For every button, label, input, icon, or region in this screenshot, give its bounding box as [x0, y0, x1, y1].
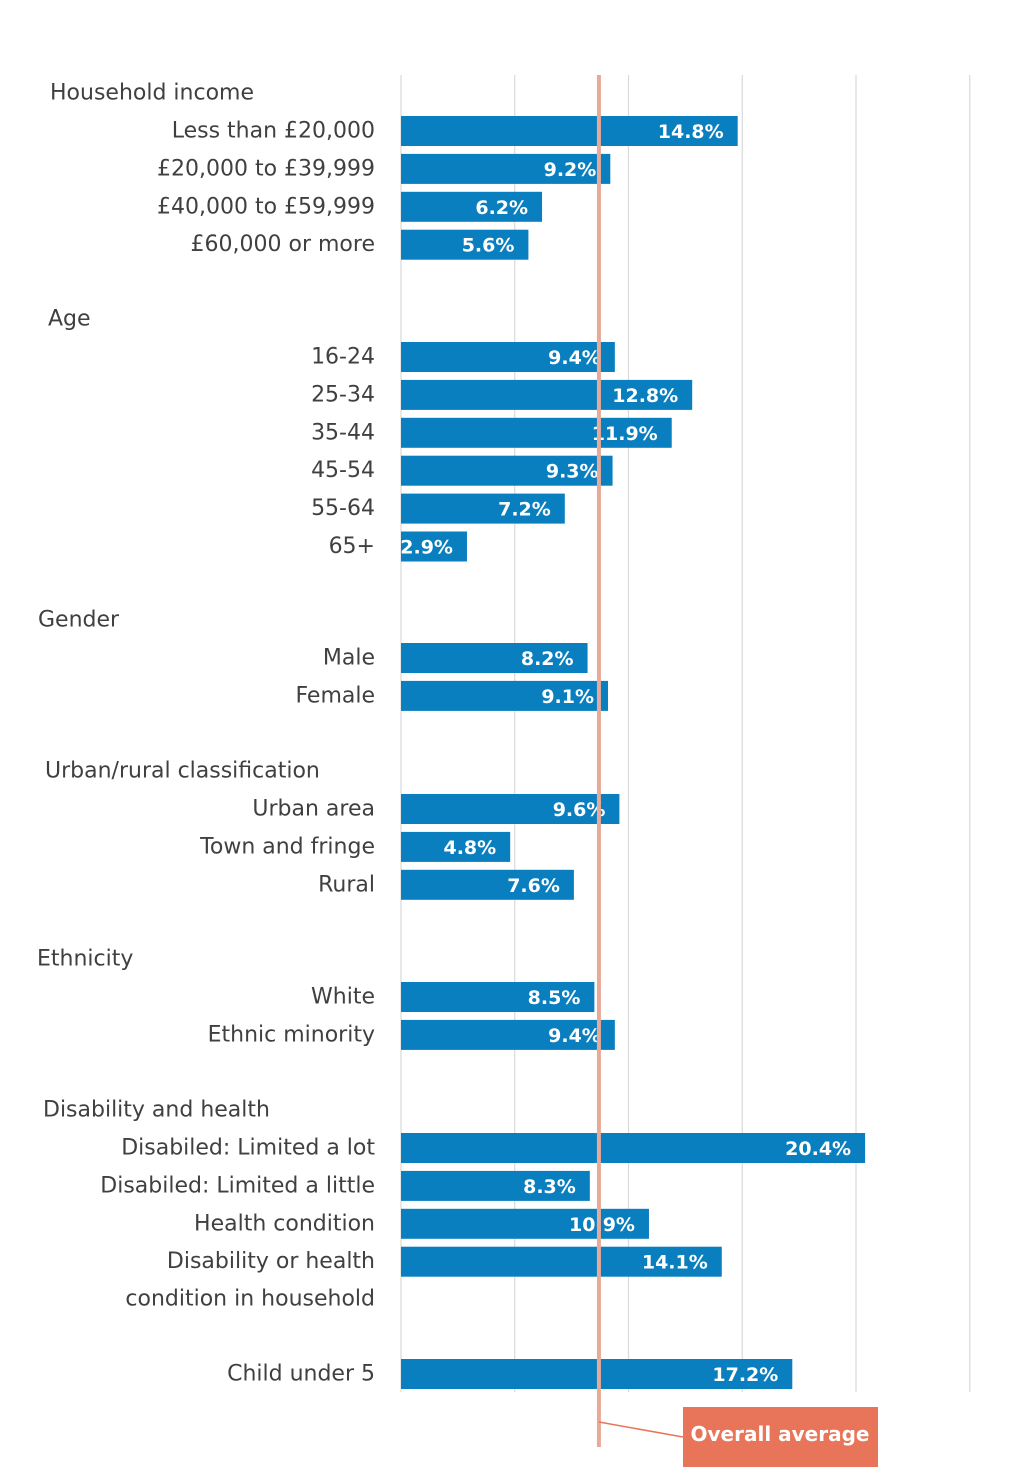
data-label: 5.6%: [462, 235, 515, 257]
data-label: 9.2%: [544, 159, 597, 181]
category-label: Ethnic minority: [208, 1022, 375, 1047]
data-label: 8.3%: [523, 1176, 576, 1198]
category-label: White: [311, 985, 375, 1010]
bar: [401, 1133, 866, 1163]
data-label: 2.9%: [400, 537, 453, 559]
data-label: 8.2%: [521, 648, 574, 670]
group-title: Urban/rural classification: [45, 759, 320, 784]
data-label: 12.8%: [612, 385, 678, 407]
group-title: Ethnicity: [37, 947, 133, 972]
group-title: Age: [48, 307, 91, 332]
group-title: Gender: [38, 608, 120, 633]
category-label: Town and fringe: [199, 834, 375, 859]
bar: [401, 531, 467, 562]
data-label: 17.2%: [712, 1364, 778, 1386]
data-label: 9.3%: [546, 461, 599, 483]
category-label: Female: [295, 683, 375, 708]
data-label: 14.8%: [658, 121, 724, 143]
category-label: Rural: [318, 872, 375, 897]
category-label: condition in household: [125, 1287, 375, 1312]
bar: [401, 831, 511, 862]
bar: [401, 982, 595, 1012]
data-label: 10.9%: [569, 1214, 635, 1236]
data-label: 11.9%: [592, 423, 658, 445]
bar: [401, 191, 543, 222]
category-label: 35-44: [311, 420, 375, 445]
bar: [401, 1359, 793, 1389]
data-label: 20.4%: [785, 1138, 851, 1160]
category-label: 55-64: [311, 496, 375, 521]
category-label: 65+: [329, 534, 375, 559]
bar: [401, 417, 672, 448]
group-title: Household income: [50, 81, 254, 106]
bar: [401, 342, 615, 372]
bar: [401, 116, 738, 146]
bar: [401, 1019, 615, 1050]
category-label: £60,000 or more: [191, 232, 375, 257]
bar: [401, 153, 611, 184]
category-label: Disabiled: Limited a little: [100, 1173, 375, 1198]
data-label: 9.4%: [548, 347, 601, 369]
data-label: 4.8%: [443, 837, 496, 859]
data-label: 9.4%: [548, 1025, 601, 1047]
group-title: Disability and health: [43, 1098, 270, 1123]
bar: [401, 1170, 590, 1201]
data-label: 8.5%: [528, 987, 581, 1009]
overall-average-box: [683, 1407, 878, 1467]
bar: [401, 1208, 649, 1239]
category-label: £20,000 to £39,999: [157, 156, 375, 181]
bar: [401, 493, 565, 524]
category-label: £40,000 to £59,999: [157, 194, 375, 219]
data-label: 6.2%: [475, 197, 528, 219]
data-label: 9.6%: [553, 799, 606, 821]
category-label: 16-24: [311, 345, 375, 370]
category-label: Disabiled: Limited a lot: [121, 1136, 375, 1161]
category-label: Disability or health: [167, 1249, 375, 1274]
bar: [401, 643, 588, 673]
bar: [401, 794, 620, 824]
bar: [401, 229, 529, 260]
average-leader-line: [598, 1421, 684, 1438]
data-label: 7.6%: [507, 875, 560, 897]
category-label: Less than £20,000: [172, 119, 375, 144]
category-label: Male: [323, 646, 375, 671]
category-label: 25-34: [311, 382, 375, 407]
data-label: 9.1%: [541, 686, 594, 708]
data-label: 14.1%: [642, 1252, 708, 1274]
bar: [401, 455, 613, 486]
bar: [401, 1246, 722, 1277]
category-label: Health condition: [194, 1211, 375, 1236]
category-label: Child under 5: [227, 1362, 375, 1387]
data-label: 7.2%: [498, 499, 551, 521]
bar: [401, 869, 574, 900]
category-label: 45-54: [311, 458, 375, 483]
overall-average-label: Overall average: [691, 1422, 870, 1446]
bar: [401, 379, 693, 410]
category-label: Urban area: [252, 797, 375, 822]
bar: [401, 680, 609, 711]
